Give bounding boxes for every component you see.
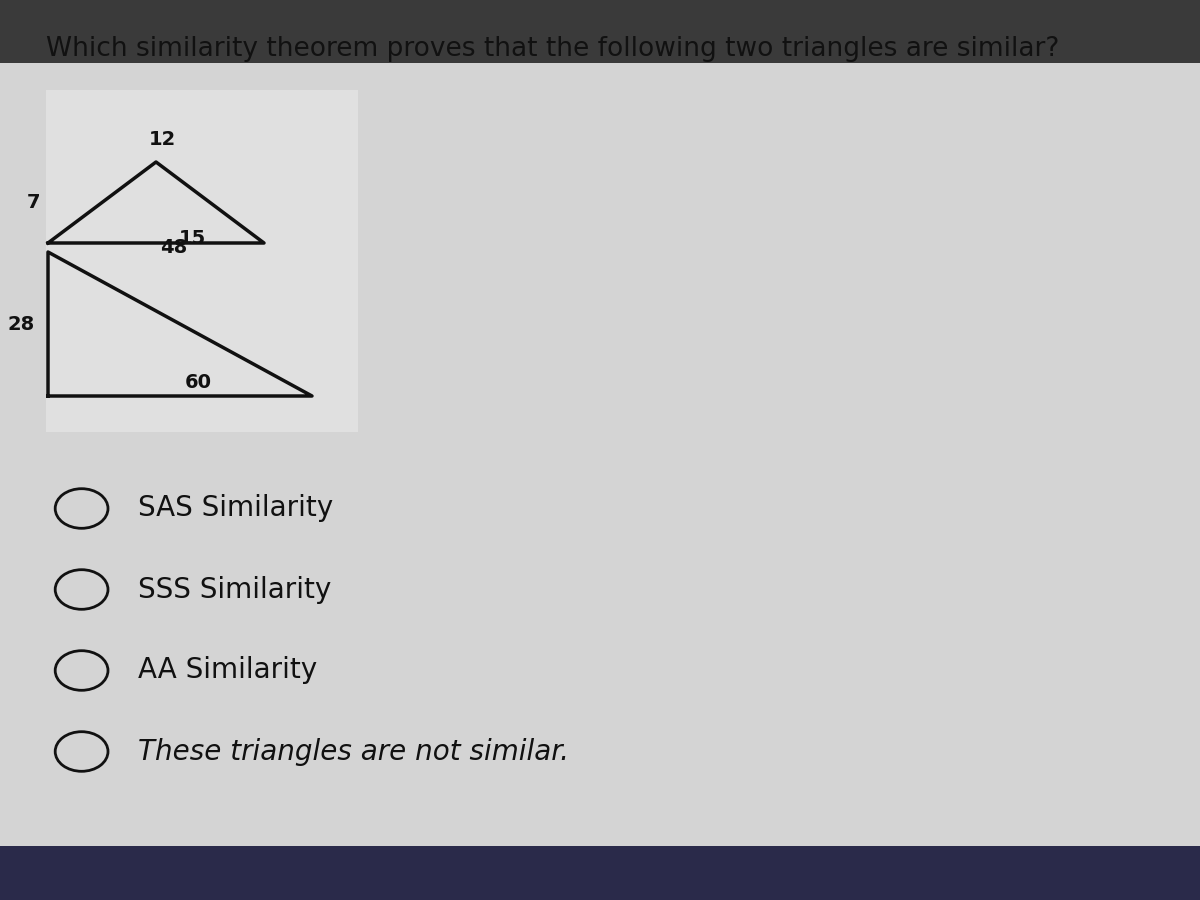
Text: SAS Similarity: SAS Similarity: [138, 494, 334, 523]
Text: 28: 28: [8, 314, 35, 334]
FancyBboxPatch shape: [46, 90, 358, 432]
FancyBboxPatch shape: [0, 0, 1200, 63]
Text: AA Similarity: AA Similarity: [138, 656, 317, 685]
Text: 15: 15: [179, 229, 205, 248]
Text: These triangles are not similar.: These triangles are not similar.: [138, 737, 569, 766]
Text: 60: 60: [185, 373, 211, 392]
Text: 48: 48: [161, 238, 187, 257]
FancyBboxPatch shape: [0, 846, 1200, 900]
Text: 12: 12: [149, 130, 175, 149]
Text: Which similarity theorem proves that the following two triangles are similar?: Which similarity theorem proves that the…: [46, 36, 1058, 62]
FancyBboxPatch shape: [0, 63, 1200, 846]
Text: 7: 7: [26, 193, 41, 212]
Text: SSS Similarity: SSS Similarity: [138, 575, 331, 604]
